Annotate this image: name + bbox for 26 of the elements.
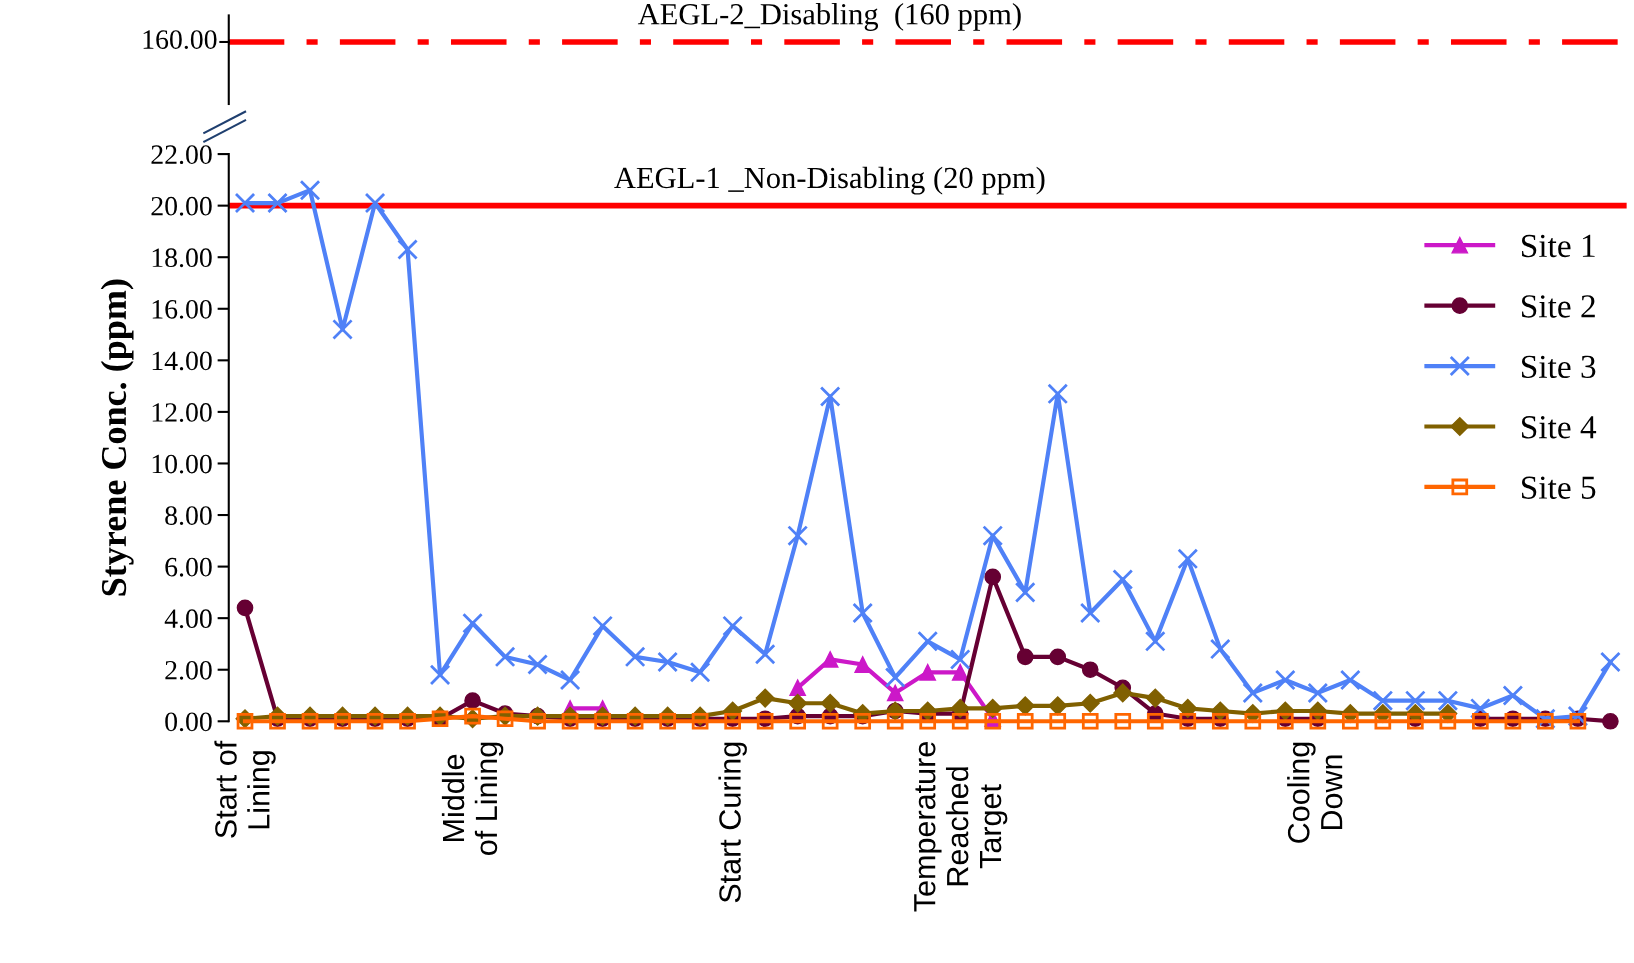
ref-line-label: AEGL-1 _Non-Disabling (20 ppm)	[614, 166, 1045, 195]
text: AEGL-2_Disabling (160 ppm)	[637, 3, 1021, 31]
y-axis-title: Styrene Conc. (ppm)	[100, 279, 134, 596]
y-tick-label: 4.00	[164, 609, 212, 629]
y-tick-label: 0.00	[165, 712, 212, 732]
x-tick-label: Start of Lining	[214, 740, 276, 838]
x-tick-label: Start Curing	[718, 742, 747, 903]
y-tick-label: 6.00	[165, 557, 212, 577]
x-tick-label: Cooling Down	[1287, 742, 1343, 843]
y-tick-label: 20.00	[151, 196, 212, 216]
legend-label: Site 4	[1522, 416, 1597, 439]
y-tick-label: 22.00	[151, 145, 212, 165]
y-tick-label: 16.00	[152, 299, 212, 319]
y-tick-label: 18.00	[152, 248, 212, 268]
legend-label: Site 5	[1522, 476, 1596, 499]
y-tick-label: 14.00	[152, 351, 212, 371]
text: 160.00	[143, 30, 217, 50]
x-tick-label: Middle of Lining	[441, 742, 504, 855]
legend-label: Site 1	[1522, 234, 1595, 258]
legend-label: Site 3	[1522, 355, 1596, 379]
y-tick-label: 2.00	[165, 660, 212, 680]
y-tick-label: 10.00	[152, 454, 212, 474]
legend-label: Site 2	[1522, 295, 1595, 318]
y-tick-label: 12.00	[152, 403, 212, 422]
y-tick-label: 8.00	[165, 506, 212, 526]
x-tick-label: Temperature Reached Target	[914, 742, 1008, 912]
